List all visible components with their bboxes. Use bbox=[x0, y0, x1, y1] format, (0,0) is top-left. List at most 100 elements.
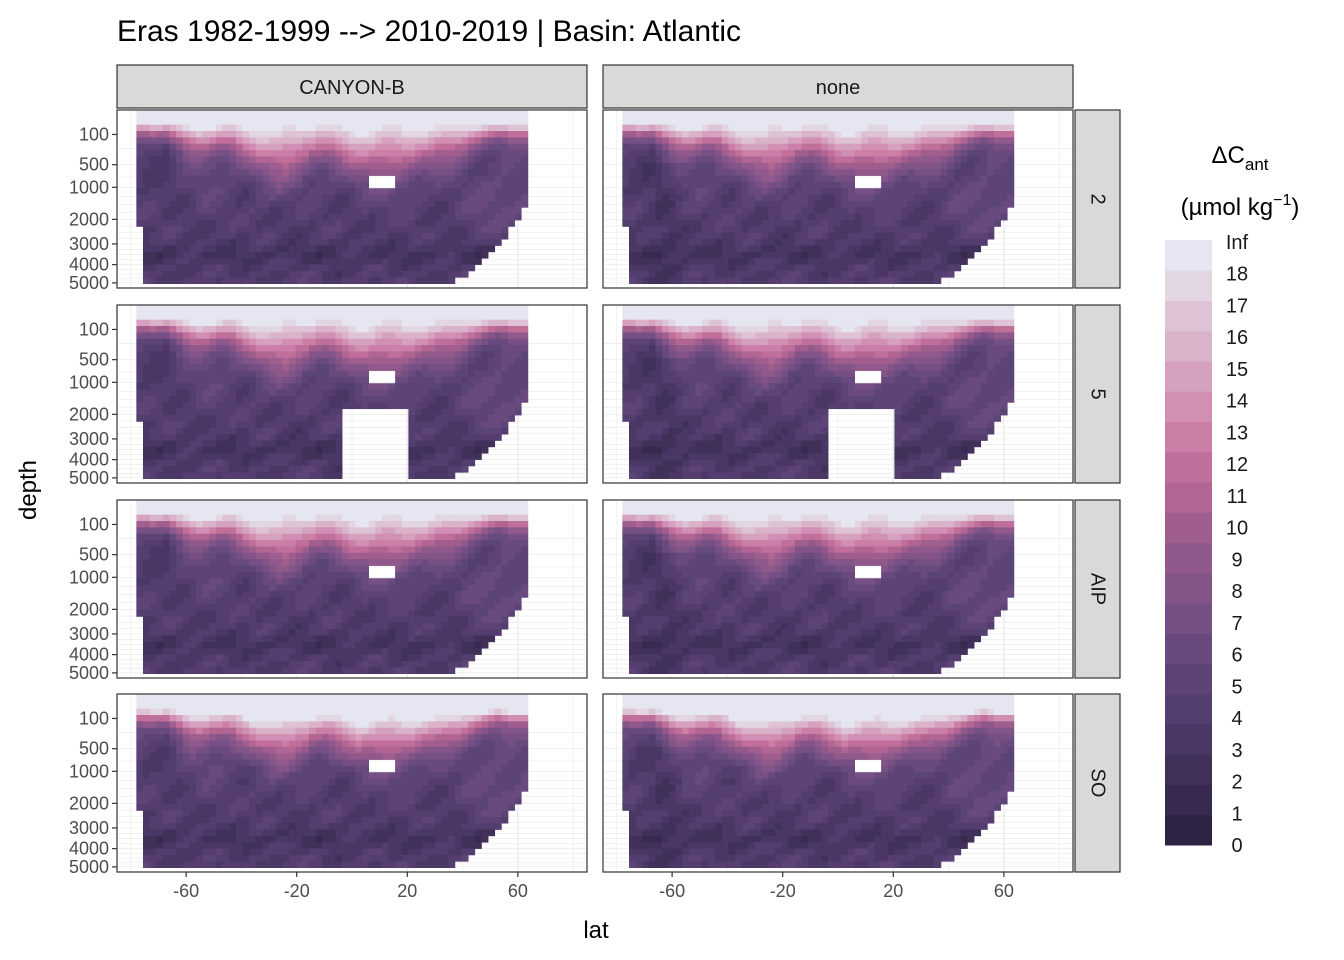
contour-cell bbox=[162, 156, 170, 164]
contour-cell bbox=[355, 326, 363, 333]
contour-cell bbox=[735, 213, 743, 221]
contour-cell bbox=[169, 124, 177, 132]
contour-cell bbox=[715, 370, 723, 378]
contour-cell bbox=[461, 338, 469, 346]
contour-cell bbox=[136, 357, 144, 365]
contour-cell bbox=[282, 383, 290, 390]
contour-cell bbox=[176, 207, 184, 215]
contour-cell bbox=[728, 169, 736, 176]
contour-cell bbox=[328, 364, 336, 371]
contour-cell bbox=[688, 440, 696, 448]
contour-cell bbox=[428, 376, 436, 384]
contour-cell bbox=[408, 131, 416, 138]
contour-cell bbox=[648, 357, 656, 365]
contour-cell bbox=[488, 357, 496, 365]
contour-cell bbox=[728, 258, 736, 265]
contour-cell bbox=[149, 162, 157, 170]
contour-cell bbox=[408, 277, 416, 284]
contour-cell bbox=[302, 251, 310, 259]
contour-cell bbox=[834, 175, 842, 183]
contour-cell bbox=[735, 258, 743, 265]
contour-cell bbox=[675, 338, 683, 346]
contour-cell bbox=[622, 370, 630, 378]
contour-cell bbox=[481, 150, 489, 157]
contour-cell bbox=[235, 200, 243, 208]
contour-cell bbox=[282, 389, 290, 397]
contour-cell bbox=[308, 131, 316, 138]
contour-cell bbox=[215, 124, 224, 132]
contour-cell bbox=[701, 175, 710, 183]
contour-cell bbox=[494, 143, 502, 151]
contour-cell bbox=[441, 137, 449, 145]
contour-cell bbox=[735, 162, 743, 170]
contour-cell bbox=[255, 232, 263, 240]
contour-cell bbox=[282, 137, 290, 145]
contour-cell bbox=[348, 239, 356, 246]
contour-cell bbox=[494, 131, 502, 138]
contour-cell bbox=[501, 150, 509, 157]
contour-cell bbox=[454, 402, 462, 410]
contour-cell bbox=[635, 131, 643, 138]
contour-cell bbox=[668, 137, 676, 145]
contour-cell bbox=[728, 326, 736, 333]
contour-cell bbox=[149, 465, 157, 473]
contour-cell bbox=[708, 277, 716, 284]
contour-cell bbox=[415, 427, 423, 435]
contour-cell bbox=[761, 383, 769, 390]
contour-cell bbox=[262, 200, 270, 208]
contour-cell bbox=[675, 446, 683, 454]
contour-cell bbox=[801, 143, 809, 151]
contour-cell bbox=[867, 110, 875, 126]
contour-cell bbox=[468, 150, 476, 157]
contour-cell bbox=[415, 357, 423, 365]
contour-cell bbox=[1000, 143, 1008, 151]
contour-cell bbox=[781, 194, 789, 202]
contour-cell bbox=[189, 345, 197, 352]
contour-cell bbox=[322, 207, 330, 215]
contour-cell bbox=[288, 226, 296, 234]
contour-cell bbox=[381, 200, 389, 208]
contour-cell bbox=[428, 188, 436, 195]
contour-cell bbox=[249, 472, 257, 479]
contour-cell bbox=[222, 415, 230, 422]
contour-cell bbox=[428, 395, 436, 403]
contour-cell bbox=[202, 200, 210, 208]
contour-cell bbox=[368, 402, 376, 410]
contour-cell bbox=[628, 332, 637, 340]
contour-cell bbox=[993, 181, 1001, 189]
contour-cell bbox=[715, 245, 723, 253]
contour-cell bbox=[648, 245, 656, 253]
contour-cell bbox=[209, 239, 217, 246]
contour-cell bbox=[728, 264, 736, 272]
contour-cell bbox=[507, 370, 515, 378]
contour-cell bbox=[215, 220, 224, 227]
contour-cell bbox=[828, 258, 836, 265]
contour-cell bbox=[415, 137, 423, 145]
contour-cell bbox=[249, 427, 257, 435]
contour-cell bbox=[834, 277, 842, 284]
contour-cell bbox=[448, 415, 456, 422]
contour-cell bbox=[196, 251, 204, 259]
contour-cell bbox=[655, 305, 663, 321]
contour-cell bbox=[308, 421, 316, 429]
contour-cell bbox=[887, 137, 895, 145]
contour-cell bbox=[335, 194, 343, 202]
contour-cell bbox=[381, 110, 389, 126]
contour-cell bbox=[914, 277, 922, 284]
contour-cell bbox=[954, 156, 962, 164]
contour-cell bbox=[335, 408, 343, 416]
contour-cell bbox=[269, 143, 277, 151]
contour-cell bbox=[881, 270, 889, 278]
contour-cell bbox=[648, 389, 656, 397]
contour-cell bbox=[196, 213, 204, 221]
contour-cell bbox=[335, 383, 343, 390]
contour-cell bbox=[176, 245, 184, 253]
contour-cell bbox=[728, 162, 736, 170]
contour-cell bbox=[136, 188, 144, 195]
contour-cell bbox=[156, 245, 164, 253]
contour-cell bbox=[774, 251, 782, 259]
contour-cell bbox=[361, 239, 369, 246]
contour-cell bbox=[481, 188, 489, 195]
contour-cell bbox=[342, 124, 350, 132]
contour-cell bbox=[622, 376, 630, 384]
